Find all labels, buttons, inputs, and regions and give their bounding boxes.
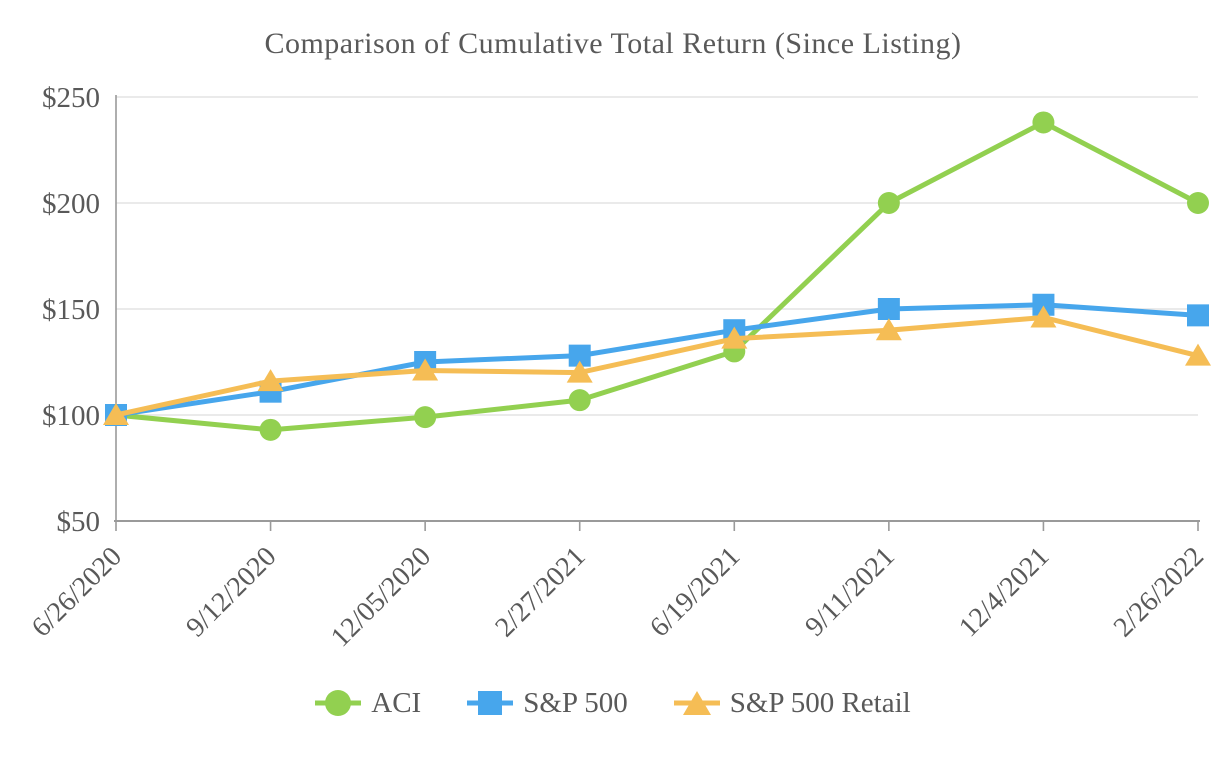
legend-label: S&P 500 Retail: [729, 686, 911, 719]
y-tick-label: $100: [42, 400, 100, 432]
data-point-aci-9-12-2020: [259, 418, 282, 441]
chart-title: Comparison of Cumulative Total Return (S…: [264, 27, 962, 60]
legend-label: ACI: [371, 686, 422, 719]
x-tick-label: 6/19/2021: [644, 541, 746, 643]
y-tick-label: $150: [42, 294, 100, 326]
x-tick-label: 2/27/2021: [489, 541, 591, 643]
data-point-s-p-500-retail-9-12-2020: [257, 369, 284, 392]
data-point-s-p-500-retail-2-27-2021: [566, 360, 593, 383]
triangle-marker-icon: [673, 691, 720, 715]
legend: ACI S&P 500 S&P 500 Retail: [0, 681, 1226, 725]
x-tick-label: 12/4/2021: [953, 541, 1055, 643]
data-point-s-p-500-2-27-2021: [568, 344, 591, 367]
legend-item-aci: ACI: [315, 687, 421, 720]
data-point-s-p-500-retail-12-05-2020: [412, 358, 439, 381]
data-point-aci-12-05-2020: [414, 406, 437, 429]
data-point-s-p-500-retail-9-11-2021: [875, 318, 902, 341]
square-marker-icon: [467, 691, 514, 715]
data-point-aci-2-27-2021: [568, 389, 591, 412]
data-point-s-p-500-9-11-2021: [877, 298, 900, 320]
data-point-s-p-500-retail-12-4-2021: [1030, 305, 1057, 328]
data-point-s-p-500-retail-6-19-2021: [721, 326, 748, 349]
series-line-s-p-500: [113, 302, 1201, 418]
series-line-s-p-500-retail: [113, 314, 1201, 418]
data-point-s-p-500-12-4-2021: [1032, 293, 1055, 316]
data-point-s-p-500-retail-6-26-2020: [103, 403, 129, 425]
circle-marker-icon: [315, 690, 362, 716]
x-tick-label: 2/26/2022: [1108, 541, 1210, 643]
legend-item-s-p-500: S&P 500: [467, 687, 628, 720]
data-point-aci-12-4-2021: [1032, 111, 1055, 134]
legend-label: S&P 500: [523, 686, 628, 719]
data-point-aci-9-11-2021: [877, 192, 900, 214]
x-tick-label: 9/12/2020: [180, 541, 282, 643]
x-tick-label: 9/11/2021: [799, 541, 900, 642]
x-tick-label: 6/26/2020: [26, 541, 128, 643]
series-line-aci: [113, 119, 1201, 433]
data-point-s-p-500-2-26-2022: [1187, 304, 1209, 327]
y-tick-label: $200: [42, 188, 100, 220]
x-tick-label: 12/05/2020: [325, 541, 437, 653]
legend-item-s-p-500-retail: S&P 500 Retail: [673, 686, 911, 720]
data-point-aci-2-26-2022: [1187, 192, 1209, 214]
data-point-s-p-500-retail-2-26-2022: [1185, 343, 1211, 366]
y-tick-label: $50: [57, 506, 101, 538]
y-tick-label: $250: [42, 82, 100, 114]
